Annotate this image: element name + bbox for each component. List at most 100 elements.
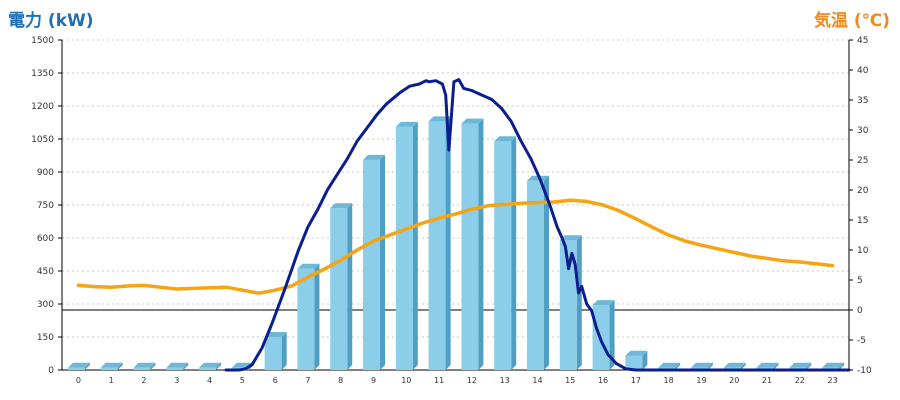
power-bar-top xyxy=(526,175,549,181)
power-bar xyxy=(264,332,287,370)
x-tick-label: 7 xyxy=(305,376,310,385)
left-tick-label: 300 xyxy=(37,300,54,310)
power-bar-side xyxy=(150,362,156,370)
power-bar-side xyxy=(84,362,90,370)
power-bar-top xyxy=(363,154,386,160)
power-bar xyxy=(100,362,123,370)
left-tick-label: 900 xyxy=(37,168,54,178)
right-tick-label: 20 xyxy=(857,186,869,196)
power-bar xyxy=(395,121,418,371)
power-bar-side xyxy=(839,362,845,370)
power-bar-side xyxy=(543,175,549,370)
power-bar xyxy=(494,136,517,370)
power-bar-top xyxy=(723,362,746,368)
right-tick-label: 15 xyxy=(857,216,868,226)
power-bar-top xyxy=(461,118,484,124)
right-tick-label: -5 xyxy=(857,336,866,346)
power-bar xyxy=(559,235,582,370)
x-tick-label: 14 xyxy=(532,376,542,385)
right-tick-label: 25 xyxy=(857,156,868,166)
x-tick-label: 17 xyxy=(631,376,641,385)
x-tick-label: 3 xyxy=(174,376,179,385)
power-bar-front xyxy=(330,208,348,370)
power-bar xyxy=(363,154,386,370)
left-tick-label: 1050 xyxy=(31,135,54,145)
power-bar xyxy=(67,362,90,370)
power-line xyxy=(224,78,851,372)
x-tick-label: 12 xyxy=(467,376,477,385)
x-tick-label: 2 xyxy=(141,376,146,385)
power-bar-front xyxy=(461,123,479,370)
power-bar xyxy=(166,362,189,370)
power-bar-side xyxy=(183,362,189,370)
power-bar xyxy=(297,263,320,370)
power-bar-side xyxy=(806,362,812,370)
power-bar-top xyxy=(690,362,713,368)
right-tick-label: -10 xyxy=(857,366,872,376)
left-tick-label: 1500 xyxy=(31,36,54,46)
x-tick-label: 4 xyxy=(207,376,212,385)
right-tick-label: 5 xyxy=(857,276,863,286)
right-tick-label: 45 xyxy=(857,36,868,46)
power-bar-top xyxy=(756,362,779,368)
x-tick-label: 23 xyxy=(828,376,838,385)
x-tick-label: 1 xyxy=(109,376,114,385)
x-tick-label: 22 xyxy=(795,376,805,385)
power-bar-top xyxy=(264,332,287,337)
right-tick-label: 0 xyxy=(857,306,863,316)
power-bar-top xyxy=(789,362,812,368)
power-bar-front xyxy=(133,367,151,370)
power-bar-side xyxy=(478,118,484,370)
power-bar-side xyxy=(773,362,779,370)
power-bar-top xyxy=(494,136,517,142)
x-tick-label: 16 xyxy=(598,376,608,385)
power-bar-side xyxy=(380,154,386,370)
power-bar-top xyxy=(395,121,418,127)
x-tick-label: 8 xyxy=(338,376,343,385)
power-bar-top xyxy=(822,362,845,368)
left-tick-label: 150 xyxy=(37,333,54,343)
x-tick-label: 18 xyxy=(664,376,674,385)
power-bar-front xyxy=(297,268,315,370)
temperature-axis-title: 気温 (℃) xyxy=(813,11,890,31)
power-bar-front xyxy=(264,337,282,370)
right-tick-label: 35 xyxy=(857,96,868,106)
power-bar-front xyxy=(428,121,446,371)
power-bar-top xyxy=(133,362,156,368)
power-bar-top xyxy=(658,362,681,368)
left-tick-label: 600 xyxy=(37,234,54,244)
power-bar-front xyxy=(67,367,85,370)
power-bar-side xyxy=(740,362,746,370)
power-bar-side xyxy=(609,300,615,370)
power-bar-top xyxy=(559,235,582,241)
power-bar-side xyxy=(707,362,713,370)
left-tick-label: 0 xyxy=(48,366,54,376)
power-bar-side xyxy=(117,362,123,370)
x-tick-label: 0 xyxy=(76,376,81,385)
temperature-line xyxy=(76,198,835,295)
x-tick-label: 6 xyxy=(273,376,278,385)
left-tick-label: 450 xyxy=(37,267,54,277)
power-bar xyxy=(461,118,484,370)
power-bar-side xyxy=(675,362,681,370)
power-bar-front xyxy=(166,367,184,370)
power-bar-top xyxy=(297,263,320,269)
power-bar-front xyxy=(559,240,577,370)
power-bar-front xyxy=(526,180,544,370)
left-tick-label: 1350 xyxy=(31,69,54,79)
power-bar-top xyxy=(428,116,451,122)
left-tick-label: 750 xyxy=(37,201,54,211)
power-bar-side xyxy=(445,116,451,371)
power-bar-side xyxy=(576,235,582,370)
power-bar xyxy=(330,203,353,370)
x-tick-label: 11 xyxy=(434,376,444,385)
x-tick-label: 10 xyxy=(401,376,411,385)
power-bar-front xyxy=(100,367,118,370)
x-tick-label: 13 xyxy=(500,376,510,385)
power-bar-top xyxy=(100,362,123,368)
x-tick-label: 20 xyxy=(729,376,739,385)
power-bar xyxy=(625,350,648,370)
power-bar-side xyxy=(314,263,320,370)
power-bar-side xyxy=(511,136,517,370)
